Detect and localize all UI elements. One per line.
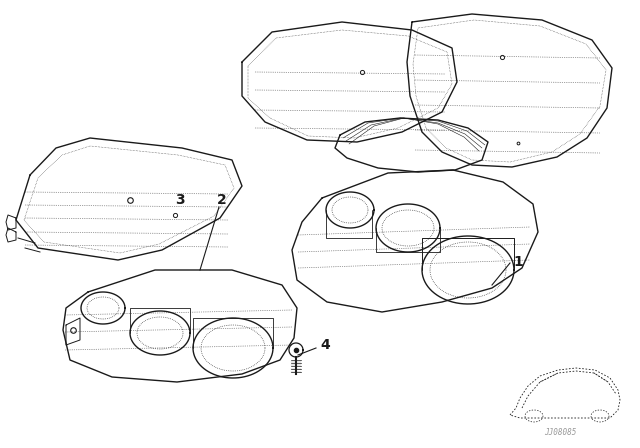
Text: 2: 2 — [217, 193, 227, 207]
Text: 1: 1 — [513, 255, 523, 269]
Text: 4: 4 — [320, 338, 330, 352]
Text: 3: 3 — [175, 193, 185, 207]
Text: JJ08085: JJ08085 — [544, 427, 576, 436]
